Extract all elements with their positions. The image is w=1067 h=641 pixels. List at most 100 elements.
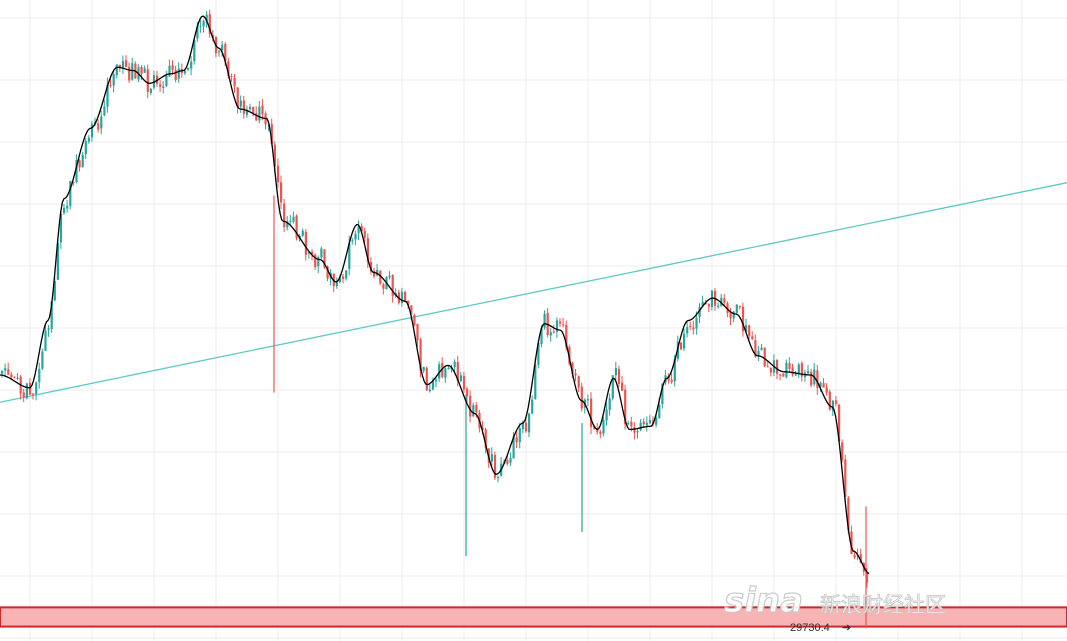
candle-body (16, 377, 19, 379)
candle-body (25, 383, 28, 399)
candle-body (627, 423, 630, 425)
support-zone-group (0, 606, 1067, 628)
candle-body (590, 398, 593, 428)
candle-body (146, 69, 149, 92)
candle-body (769, 367, 772, 373)
candle-body (512, 436, 515, 459)
candle-body (295, 215, 298, 239)
candle-body (422, 367, 425, 371)
candle-body (810, 371, 813, 386)
candle-body (785, 362, 788, 378)
trendline-group (0, 182, 1067, 403)
price-arrow-icon: ➔ (842, 622, 851, 634)
candle-body (125, 60, 128, 67)
candle-body (602, 419, 605, 434)
candle-body (695, 317, 698, 329)
candle-body (4, 368, 7, 371)
candle-body (84, 140, 87, 155)
candle-body (7, 369, 10, 375)
candle-body (683, 333, 686, 349)
candle-body (838, 404, 841, 442)
candle-body (44, 330, 47, 351)
candle-body (388, 275, 391, 278)
candle-body (484, 429, 487, 449)
candle-body (233, 77, 236, 87)
candle-body (853, 555, 856, 558)
candle-body (307, 252, 311, 254)
candle-body (87, 137, 90, 142)
candle-body (667, 375, 670, 381)
candle-body (13, 377, 16, 379)
candle-body (469, 395, 472, 417)
candle-body (751, 336, 754, 340)
candle-body (140, 66, 143, 74)
candle-body (66, 205, 69, 209)
candle-body (428, 389, 431, 392)
candle-body (242, 100, 245, 114)
candle-body (515, 437, 518, 443)
candle-body (112, 74, 115, 86)
candle-body (314, 254, 317, 268)
candle-body (115, 64, 118, 76)
candle-body (28, 382, 32, 395)
candle-body (174, 70, 177, 80)
candle-body (106, 84, 109, 107)
candle-body (540, 328, 543, 344)
watermark: sina 新浪财经社区 (723, 580, 946, 621)
candle-body (807, 371, 810, 374)
candle-body (841, 442, 844, 461)
candle-body (692, 327, 695, 330)
candle-body (382, 284, 385, 289)
candle-body (249, 106, 252, 110)
candle-body (109, 84, 112, 86)
candle-body (50, 301, 53, 330)
candle-body (658, 404, 661, 419)
candle-body (466, 388, 469, 397)
candle-body (320, 248, 323, 258)
candle-body (413, 314, 416, 325)
candle-body (645, 422, 648, 426)
candle-body (301, 230, 304, 236)
candle-body (354, 233, 357, 240)
candle-body (149, 88, 152, 93)
candle-body (273, 144, 276, 167)
candle-body (35, 382, 38, 394)
candle-body (834, 400, 838, 404)
candle-body (75, 159, 78, 182)
candle-body (732, 311, 735, 319)
candle-body (165, 75, 168, 86)
candle-body (509, 457, 512, 463)
candle-body (850, 531, 853, 554)
candle-body (636, 431, 639, 433)
candle-body (828, 391, 831, 410)
support-zone (0, 606, 1067, 628)
candle-body (518, 428, 521, 443)
candle-body (624, 389, 627, 425)
candle-body (670, 379, 673, 383)
candle-body (187, 68, 190, 70)
candle-body (844, 459, 847, 497)
candle-body (416, 323, 419, 341)
candle-body (221, 44, 224, 51)
candle-body (32, 393, 35, 395)
candle-body (357, 226, 360, 234)
candles-group (1, 9, 869, 629)
candle-body (56, 243, 59, 280)
candle-body (447, 368, 450, 370)
moving-average-group (0, 15, 870, 575)
candle-body (621, 382, 624, 391)
candle-body (366, 238, 369, 263)
candle-body (261, 105, 264, 115)
candle-body (425, 367, 428, 391)
candle-body (121, 61, 125, 68)
candle-body (363, 231, 366, 238)
candle-body (404, 292, 407, 301)
candle-body (438, 364, 441, 379)
candle-body (177, 68, 180, 79)
candle-body (326, 266, 329, 279)
candle-body (599, 431, 602, 434)
candle-body (497, 477, 500, 479)
candle-body (537, 342, 540, 365)
candle-body (639, 422, 642, 431)
